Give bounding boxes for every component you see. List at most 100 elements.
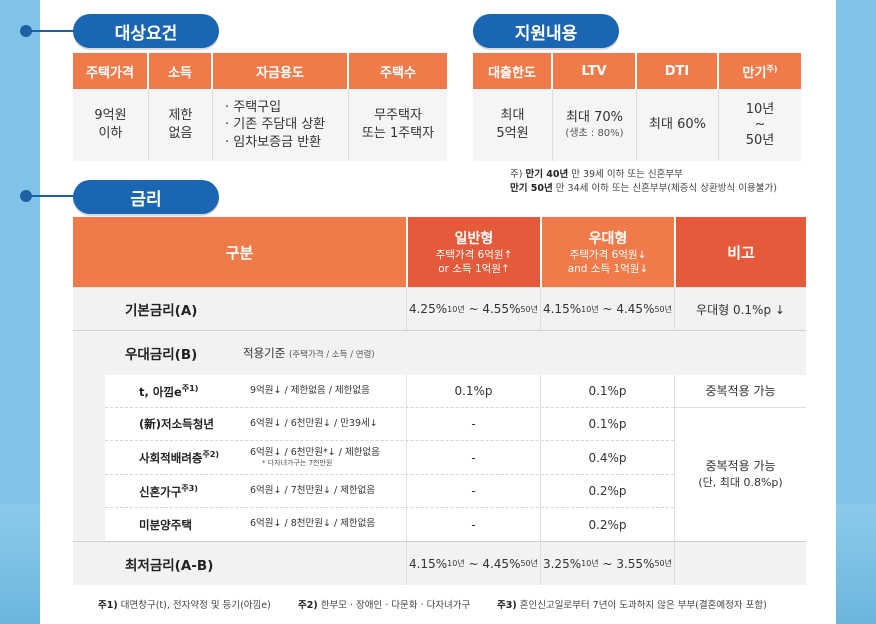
rate-value: 4.45%	[482, 556, 521, 571]
term-mark: 10년	[447, 559, 465, 568]
rate-header-preferred: 우대형 주택가격 6억원↓ and 소득 1억원↓	[540, 217, 674, 287]
preference-name: 사회적배려층주2)	[105, 449, 219, 466]
preference-criteria: 적용기준 (주택가격 / 소득 / 연령)	[243, 345, 375, 361]
preference-criteria-value: 6억원↓ / 6천만원*↓ / 제한없음 * 다자녀가구는 7천만원	[215, 447, 406, 468]
eligibility-uses: · 주택구입 · 기존 주담대 상환 · 임차보증금 반환	[213, 89, 349, 161]
eligibility-header-houses: 주택수	[349, 53, 447, 89]
rate-header-category: 구분	[73, 217, 406, 287]
preference-general: -	[406, 408, 540, 440]
preferred-sub2: and 소득 1억원↓	[567, 263, 649, 275]
use-item: · 주택구입	[225, 99, 282, 115]
eligibility-income: 제한 없음	[149, 89, 213, 161]
preference-row: t, 아낌e주1) 9억원↓ / 제한없음 / 제한없음 0.1%p 0.1%p	[105, 375, 674, 408]
rate-header-remark: 비고	[674, 217, 806, 287]
rate-value: 4.45%	[616, 302, 655, 316]
pref-name-text: 미분양주택	[139, 517, 192, 532]
note-rest-2: 만 34세 이하 또는 신혼부부(체증식 상환방식 이용불가)	[552, 182, 777, 194]
term-mark: 50년	[520, 559, 539, 568]
footnote-2: 주2) 한부모 · 장애인 · 다문화 · 다자녀가구	[298, 597, 470, 611]
preference-preferred: 0.2%p	[540, 475, 674, 507]
criteria-text: 6억원↓ / 6천만원*↓ / 제한없음	[250, 446, 380, 458]
preference-general: -	[406, 441, 540, 474]
preferred-sub1: 주택가격 6억원↓	[569, 248, 647, 261]
preference-general: -	[406, 508, 540, 541]
support-header-dti: DTI	[637, 53, 719, 89]
term-mark: 50년	[520, 304, 539, 314]
minimum-rate-row: 최저금리(A-B) 4.15% 10년 ~ 4.45% 50년 3.25% 10년 ~…	[73, 541, 806, 585]
footnote-text: 혼인신고일로부터 7년이 도과하지 않은 부부(결혼예정자 포함)	[519, 600, 767, 611]
footnote-label: 주2)	[298, 600, 318, 611]
preference-preferred: 0.1%p	[540, 408, 674, 440]
maturity-label: 만기	[742, 65, 767, 81]
footnote-3: 주3) 혼인신고일로부터 7년이 도과하지 않은 부부(결혼예정자 포함)	[497, 597, 767, 611]
note-prefix: 주)	[510, 169, 526, 180]
pref-name-text: 신혼가구	[139, 484, 182, 499]
support-limit: 최대 5억원	[473, 89, 553, 161]
rate-header-general: 일반형 주택가격 6억원↑ or 소득 1억원↑	[406, 217, 540, 287]
base-rate-preferred: 4.15% 10년 ~ 4.45% 50년	[540, 288, 674, 330]
rate-value: 4.15%	[542, 302, 582, 316]
preference-name: (新)저소득청년	[105, 416, 215, 432]
preference-criteria-value: 6억원↓ / 6천만원↓ / 만39세↓	[250, 417, 378, 429]
support-term: 10년 ~ 50년	[719, 89, 801, 161]
note-bold-1: 만기 40년	[525, 169, 569, 180]
eligibility-header-income: 소득	[149, 53, 213, 89]
preference-general: -	[406, 475, 540, 507]
footnote-label: 주1)	[98, 600, 118, 611]
eligibility-price: 9억원 이하	[73, 89, 149, 161]
pref-name-text: (新)저소득청년	[139, 417, 214, 431]
eligibility-header-price: 주택가격	[73, 53, 149, 89]
support-table: 대출한도 LTV DTI 만기주) 최대 5억원 최대 70% (생초 : 80…	[473, 53, 801, 161]
minimum-rate-label: 최저금리(A-B)	[125, 557, 214, 574]
rate-value: 3.25%	[542, 556, 582, 571]
use-item: · 임차보증금 반환	[225, 134, 322, 150]
remark2-line2: (단, 최대 0.8%p)	[698, 476, 783, 490]
footnote-text: 대면창구(t), 전자약정 및 등기(아낌e)	[120, 600, 271, 611]
preference-label: 우대금리(B)	[125, 347, 198, 363]
section-title-support: 지원내용	[473, 14, 619, 48]
base-rate-row: 기본금리(A) 4.25% 10년 ~ 4.55% 50년 4.15% 10년 ~ 4…	[73, 287, 806, 331]
pref-name-text: 사회적배려층	[139, 450, 203, 465]
general-title: 일반형	[454, 230, 494, 247]
rate-value: 4.15%	[408, 556, 448, 571]
ltv-sub: (생초 : 80%)	[565, 128, 624, 140]
footnote-label: 주3)	[497, 600, 517, 611]
preference-row: 신혼가구주3) 6억원↓ / 7천만원↓ / 제한없음 - 0.2%p	[105, 475, 674, 508]
note-rest-1: 만 39세 이하 또는 신혼부부	[568, 169, 683, 180]
minimum-rate-general: 4.15% 10년 ~ 4.45% 50년	[406, 542, 540, 585]
preference-preferred: 0.1%p	[540, 375, 674, 407]
note-bold-2: 만기 50년	[510, 182, 553, 194]
support-note: 주) 만기 40년 만 39세 이하 또는 신혼부부 만기 50년 만 34세 …	[510, 168, 777, 196]
rate-value: 3.55%	[616, 556, 655, 571]
footnote-text: 한부모 · 장애인 · 다문화 · 다자녀가구	[320, 600, 471, 611]
bullet-line	[26, 30, 76, 32]
criteria-sub: (주택가격 / 소득 / 연령)	[288, 350, 375, 360]
minimum-rate-remark	[674, 542, 806, 585]
eligibility-table: 주택가격 소득 자금용도 주택수 9억원 이하 제한 없음 · 주택구입 · 기…	[73, 53, 447, 161]
term-mark: 10년	[581, 304, 599, 314]
preference-row: (新)저소득청년 6억원↓ / 6천만원↓ / 만39세↓ - 0.1%p	[105, 408, 674, 441]
preference-name: t, 아낌e주1)	[105, 383, 215, 400]
general-sub1: 주택가격 6억원↑	[435, 248, 513, 261]
pref-name-text: t, 아낌e	[139, 384, 182, 399]
criteria-label: 적용기준	[243, 346, 286, 360]
preference-preferred: 0.2%p	[540, 508, 674, 541]
term-mark: 50년	[654, 559, 673, 568]
preference-remark-2: 중복적용 가능 (단, 최대 0.8%p)	[674, 408, 806, 541]
preferred-title: 우대형	[588, 230, 628, 247]
remark2-line1: 중복적용 가능	[705, 459, 776, 474]
preference-general: 0.1%p	[406, 375, 540, 407]
preference-name: 미분양주택	[105, 517, 215, 533]
ltv-value: 최대 70%	[566, 110, 623, 126]
pref-sup: 주2)	[202, 450, 220, 460]
section-title-eligibility: 대상요건	[73, 14, 219, 48]
minimum-rate-preferred: 3.25% 10년 ~ 3.55% 50년	[540, 542, 674, 585]
preference-preferred: 0.4%p	[540, 441, 674, 474]
criteria-note: * 다자녀가구는 7천만원	[262, 459, 333, 468]
base-rate-label: 기본금리(A)	[125, 303, 198, 319]
rate-table: 구분 일반형 주택가격 6억원↑ or 소득 1억원↑ 우대형 주택가격 6억원…	[73, 217, 806, 585]
support-note-line1: 주) 만기 40년 만 39세 이하 또는 신혼부부	[510, 168, 777, 182]
preference-header: 우대금리(B) 적용기준 (주택가격 / 소득 / 연령)	[73, 331, 806, 375]
rate-table-header: 구분 일반형 주택가격 6억원↑ or 소득 1억원↑ 우대형 주택가격 6억원…	[73, 217, 806, 287]
support-ltv: 최대 70% (생초 : 80%)	[553, 89, 637, 161]
